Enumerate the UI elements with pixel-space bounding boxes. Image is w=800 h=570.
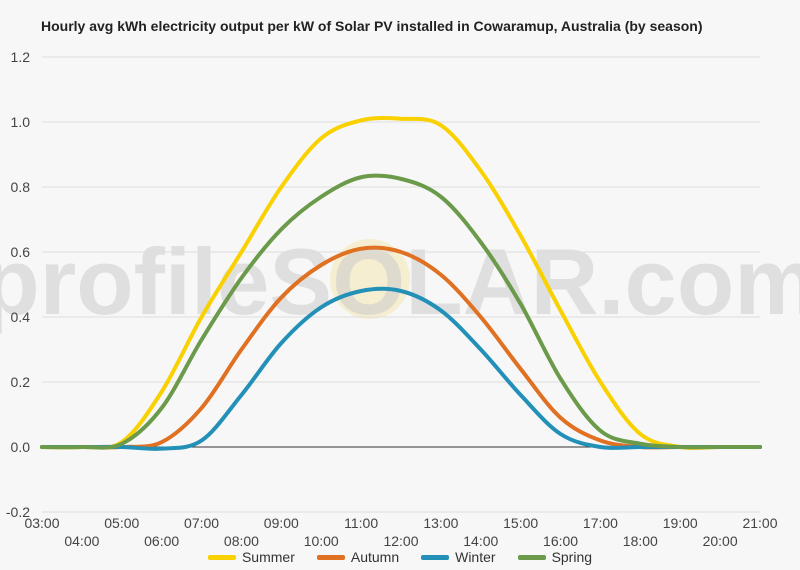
legend: Summer Autumn Winter Spring	[0, 549, 800, 565]
x-tick-label: 16:00	[543, 533, 578, 549]
x-tick-label: 06:00	[144, 533, 179, 549]
legend-label: Autumn	[350, 549, 400, 565]
x-tick-label: 20:00	[703, 533, 738, 549]
x-tick-label: 14:00	[463, 533, 498, 549]
x-axis-ticks: 03:00 04:00 05:00 06:00 07:00 08:00 09:00 10:00…	[24, 515, 777, 549]
legend-label: Summer	[241, 549, 295, 565]
series-line-spring	[40, 173, 762, 450]
x-tick-label: 21:00	[742, 515, 777, 531]
watermark-text: profileSOLAR.com	[0, 229, 800, 334]
x-tick-label: 07:00	[184, 515, 219, 531]
legend-swatch	[517, 554, 546, 560]
x-tick-label: 10:00	[304, 533, 339, 549]
y-tick-label: 0.2	[11, 374, 31, 390]
x-tick-label: 04:00	[64, 533, 99, 549]
x-tick-label: 18:00	[623, 533, 658, 549]
x-tick-label: 03:00	[24, 515, 59, 531]
x-tick-label: 13:00	[423, 515, 458, 531]
watermark: profileSOLAR.com	[0, 229, 800, 334]
x-tick-label: 12:00	[383, 533, 418, 549]
legend-swatch	[316, 554, 345, 560]
x-tick-label: 15:00	[503, 515, 538, 531]
y-tick-label: 0.4	[11, 309, 31, 325]
y-tick-label: -0.2	[6, 504, 30, 520]
y-tick-label: 1.2	[11, 49, 31, 65]
legend-swatch	[421, 554, 450, 560]
legend-item-autumn: Autumn	[316, 549, 400, 565]
series-line-summer	[40, 116, 762, 450]
y-tick-label: 1.0	[11, 114, 31, 130]
x-tick-label: 17:00	[583, 515, 618, 531]
legend-item-winter: Winter	[421, 549, 496, 565]
x-tick-label: 19:00	[663, 515, 698, 531]
series-line-winter	[40, 286, 762, 451]
series-lines	[40, 116, 762, 451]
x-tick-label: 08:00	[224, 533, 259, 549]
legend-label: Spring	[551, 549, 593, 565]
y-tick-label: 0.6	[11, 244, 31, 260]
legend-item-spring: Spring	[517, 549, 593, 565]
y-tick-label: 0.0	[11, 439, 31, 455]
x-tick-label: 09:00	[264, 515, 299, 531]
x-tick-label: 11:00	[344, 515, 378, 531]
y-tick-label: 0.8	[11, 179, 31, 195]
chart-title: Hourly avg kWh electricity output per kW…	[41, 18, 703, 34]
legend-label: Winter	[455, 549, 496, 565]
legend-item-summer: Summer	[207, 549, 295, 565]
x-tick-label: 05:00	[104, 515, 139, 531]
legend-swatch	[207, 554, 236, 560]
y-axis-ticks: -0.2 0.0 0.2 0.4 0.6 0.8 1.0 1.2	[6, 49, 30, 520]
